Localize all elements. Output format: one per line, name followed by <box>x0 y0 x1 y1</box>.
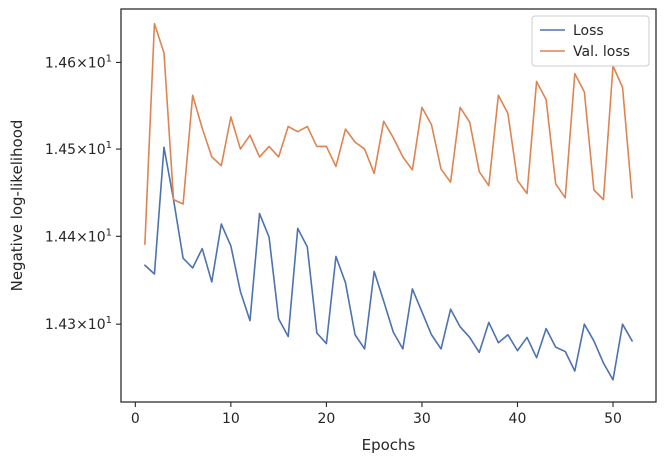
y-tick-base: 10 <box>88 317 106 333</box>
plot-area <box>120 8 657 403</box>
y-tick-base: 10 <box>88 55 106 71</box>
y-tick-label: 1.43×101 <box>45 315 112 333</box>
y-tick-exponent: 1 <box>106 315 112 326</box>
y-tick-label: 1.44×101 <box>45 227 112 245</box>
legend: Loss Val. loss <box>531 15 650 67</box>
y-tick-mantissa: 1.44 <box>45 229 76 245</box>
y-tick-times: × <box>76 55 88 71</box>
x-tick-label: 0 <box>131 411 140 427</box>
x-tick-label: 20 <box>317 411 335 427</box>
axes-frame <box>120 8 657 403</box>
y-tick-times: × <box>76 229 88 245</box>
y-axis-label: Negative log-likelihood <box>8 120 26 292</box>
legend-label-1: Val. loss <box>573 44 630 60</box>
y-tick-times: × <box>76 142 88 158</box>
x-tick-label: 30 <box>413 411 431 427</box>
y-tick-label: 1.46×101 <box>45 53 112 71</box>
y-tick-mantissa: 1.46 <box>45 55 76 71</box>
y-tick-base: 10 <box>88 229 106 245</box>
y-tick-label: 1.45×101 <box>45 140 112 158</box>
y-tick-exponent: 1 <box>106 227 112 238</box>
y-tick-base: 10 <box>88 142 106 158</box>
x-tick-label: 50 <box>604 411 622 427</box>
y-tick-mantissa: 1.45 <box>45 142 76 158</box>
x-axis-ticks: 0 10 20 30 40 50 <box>131 402 622 427</box>
series-line-1 <box>144 22 633 245</box>
y-tick-exponent: 1 <box>106 53 112 64</box>
x-tick-label: 40 <box>509 411 527 427</box>
x-axis-label: Epochs <box>362 436 416 454</box>
y-tick-mantissa: 1.43 <box>45 317 76 333</box>
series-line-0 <box>144 146 633 381</box>
y-tick-exponent: 1 <box>106 140 112 151</box>
y-tick-times: × <box>76 317 88 333</box>
legend-label-0: Loss <box>573 23 604 39</box>
series-layer <box>144 22 633 381</box>
x-tick-label: 10 <box>222 411 240 427</box>
legend-box <box>531 15 650 67</box>
